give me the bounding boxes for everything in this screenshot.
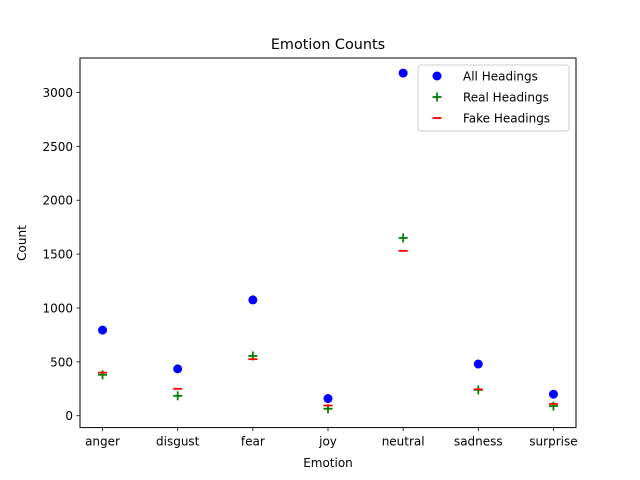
x-tick-label: anger	[85, 435, 120, 449]
x-tick-label: joy	[318, 435, 337, 449]
y-tick-label: 3000	[42, 86, 73, 100]
legend-label-0: All Headings	[463, 70, 538, 84]
legend-marker-0	[432, 71, 442, 81]
y-tick-label: 2500	[42, 140, 73, 154]
point-series0-surprise	[548, 389, 558, 399]
legend: All Headings Real Headings Fake Headings	[417, 64, 570, 132]
point-series0-disgust	[173, 364, 183, 374]
point-series0-anger	[98, 325, 108, 335]
x-tick-label: disgust	[156, 435, 200, 449]
y-tick-label: 500	[50, 355, 73, 369]
point-series1-neutral	[398, 233, 408, 243]
legend-label-1: Real Headings	[463, 91, 549, 105]
y-tick-label: 2000	[42, 194, 73, 208]
x-tick-label: surprise	[529, 435, 577, 449]
y-tick-label: 1500	[42, 248, 73, 262]
x-tick-label: sadness	[454, 435, 503, 449]
plot-area	[98, 68, 558, 414]
x-tick-label: neutral	[382, 435, 425, 449]
y-tick-label: 0	[65, 409, 73, 423]
point-series1-disgust	[173, 391, 183, 401]
legend-marker-1	[432, 92, 442, 102]
y-tick-label: 1000	[42, 301, 73, 315]
x-tick-label: fear	[241, 435, 265, 449]
point-series0-neutral	[398, 68, 408, 78]
point-series0-fear	[248, 295, 258, 305]
legend-label-2: Fake Headings	[463, 112, 550, 126]
point-series0-joy	[323, 394, 333, 404]
chart-title: Emotion Counts	[271, 37, 385, 53]
legend-box	[417, 64, 570, 132]
x-axis-label: Emotion	[303, 456, 353, 470]
y-axis-label: Count	[15, 225, 29, 261]
point-series0-sadness	[473, 359, 483, 369]
axis-ticks: anger disgust fear joy neutral sadness surpris…	[42, 86, 577, 449]
